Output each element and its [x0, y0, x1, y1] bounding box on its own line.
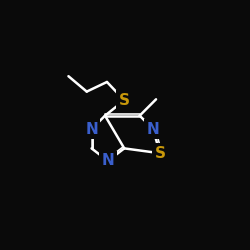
Text: N: N	[85, 122, 98, 137]
Text: S: S	[154, 146, 166, 161]
Text: N: N	[102, 154, 114, 168]
Text: S: S	[119, 93, 130, 108]
Text: N: N	[147, 122, 160, 137]
